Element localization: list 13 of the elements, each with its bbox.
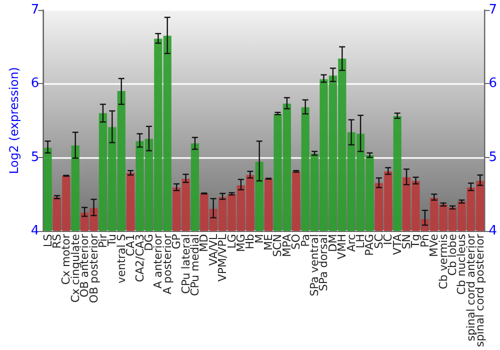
y-axis-title: Log2 (expression) bbox=[7, 67, 21, 174]
x-tick-label: A posterior bbox=[160, 234, 174, 294]
x-tick-label: spinal cord posterior bbox=[474, 234, 487, 348]
y2-tick-label: 6 bbox=[488, 76, 498, 92]
y-tick-label: 6 bbox=[30, 76, 40, 92]
y2-tick-label: 5 bbox=[488, 150, 498, 165]
y2-tick-label: 4 bbox=[488, 224, 498, 239]
y-tick-label: 5 bbox=[30, 150, 40, 165]
x-tick-label: OB posterior bbox=[87, 234, 100, 304]
x-tick-label: Tg bbox=[409, 234, 422, 249]
y2-tick-label: 7 bbox=[488, 2, 498, 18]
y-tick-label: 4 bbox=[30, 224, 40, 239]
y-tick-label: 7 bbox=[30, 2, 40, 18]
